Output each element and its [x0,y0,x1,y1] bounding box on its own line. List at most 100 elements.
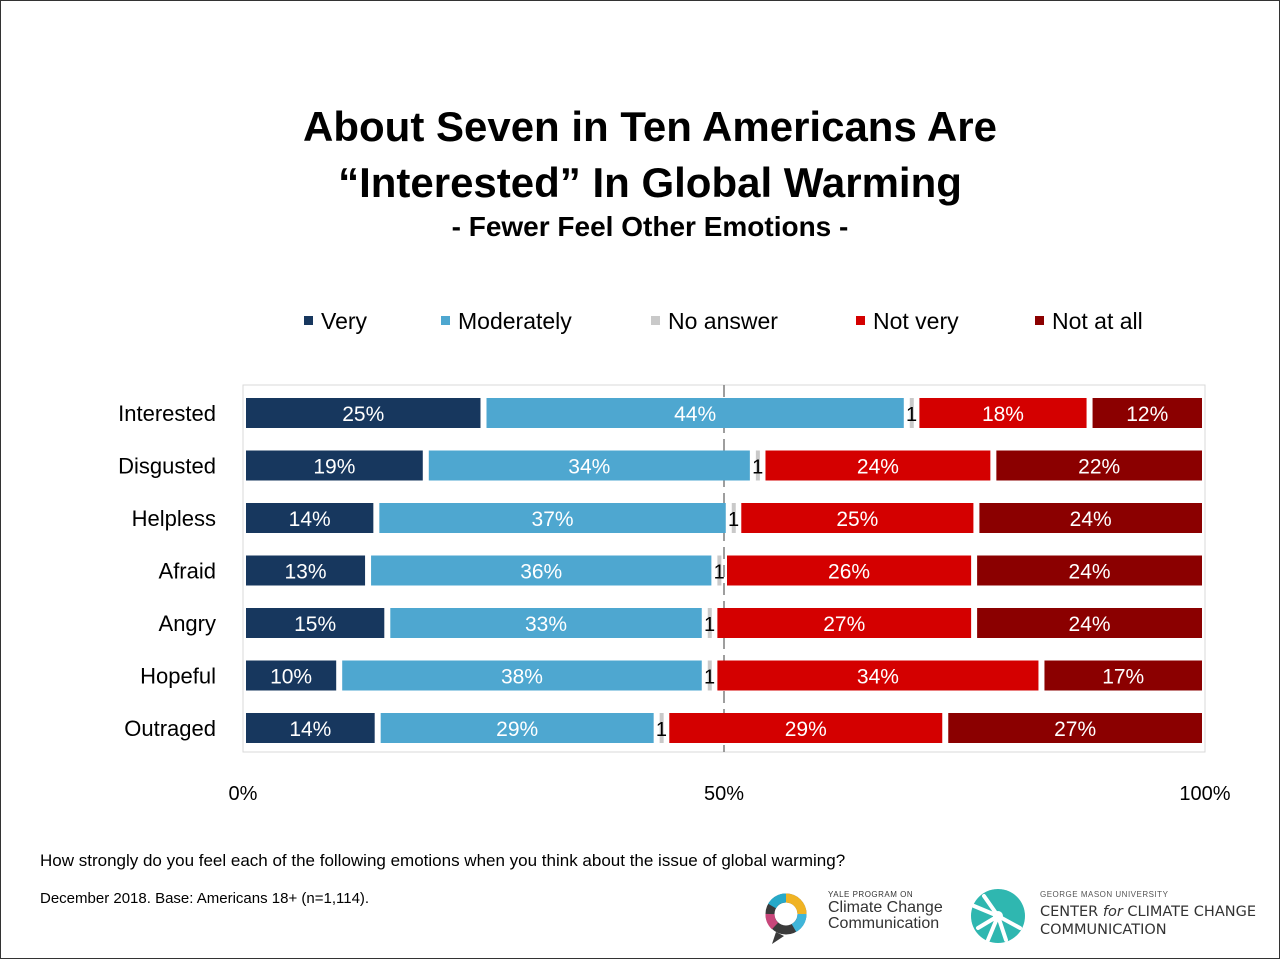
bar-segment [669,713,943,743]
bar-segment [727,555,972,586]
legend-label-not-at-all: Not at all [1052,308,1143,334]
data-label: 14% [289,508,331,531]
data-label: 1 [728,509,739,531]
data-label: 29% [496,718,538,741]
data-label: 19% [313,456,355,479]
bar-segment [755,450,760,481]
category-label: Angry [159,611,216,636]
gmu-logo-line2: COMMUNICATION [1040,922,1167,938]
bar-segment [246,503,374,533]
data-label: 24% [1069,613,1111,636]
gmu-logo-text: CENTER for CLIMATE CHANGE COMMUNICATION [1040,903,1256,939]
bar-segment [741,503,974,533]
chart-title-line2: “Interested” In Global Warming [338,159,962,206]
bar-segment [919,398,1087,428]
legend-label-moderately: Moderately [458,308,572,334]
bar-segment [371,555,712,586]
legend-label-not-very: Not very [873,308,959,334]
data-label: 26% [828,561,870,584]
legend-swatch-not-at-all [1035,316,1044,326]
bar-segment [1092,398,1202,428]
yale-logo-line1: Climate Change [828,899,943,916]
x-tick-label: 100% [1179,783,1230,805]
legend-item-not-very: Not very [856,305,959,337]
bar-segment [380,713,654,743]
data-label: 1 [704,667,715,689]
data-label: 25% [342,403,384,426]
data-label: 22% [1078,456,1120,479]
yale-logo: YALE PROGRAM ON Climate Change Communica… [764,886,964,946]
bar-segment [717,608,972,638]
category-label: Interested [118,401,216,426]
bar-segment [1044,660,1202,691]
bar-segment [979,503,1202,533]
data-label: 14% [289,718,331,741]
data-label: 12% [1126,403,1168,426]
chart-subtitle: - Fewer Feel Other Emotions - [451,211,849,242]
bar-segment [390,608,702,638]
legend-label-no-answer: No answer [668,308,778,334]
legend-item-moderately: Moderately [441,305,572,337]
bar-segment [486,398,904,428]
data-label: 10% [270,666,312,689]
gmu-logo-small-text: GEORGE MASON UNIVERSITY [1040,890,1169,899]
data-label: 34% [857,666,899,689]
legend-swatch-moderately [441,316,450,326]
data-label: 1 [906,404,917,426]
bar-segment [948,713,1202,743]
category-label: Outraged [124,716,216,741]
data-label: 36% [520,561,562,584]
data-label: 18% [982,403,1024,426]
data-label: 24% [1069,561,1111,584]
data-label: 24% [857,456,899,479]
data-label: 24% [1070,508,1112,531]
category-label: Hopeful [140,664,216,689]
legend-swatch-no-answer [651,316,660,326]
bar-segment [977,608,1202,638]
bar-segment [707,608,712,638]
bar-segment [428,450,750,481]
legend-item-no-answer: No answer [651,305,778,337]
legend-swatch-not-very [856,316,865,326]
bar-segment [379,503,726,533]
bar-segment [246,398,481,428]
bar-segment [659,713,664,743]
gmu-logo-line1-a: CENTER [1040,904,1103,920]
gmu-logo: GEORGE MASON UNIVERSITY CENTER for CLIMA… [966,886,1256,946]
bar-segment [246,660,337,691]
base-note: December 2018. Base: Americans 18+ (n=1,… [40,890,370,907]
yale-speech-bubble-icon [765,893,807,944]
bar-segment [246,713,375,743]
category-label: Disgusted [118,454,216,479]
data-label: 34% [568,456,610,479]
gmu-logo-line1: CENTER for CLIMATE CHANGE [1040,903,1256,921]
yale-logo-text: Climate Change Communication [828,900,943,932]
legend-item-not-at-all: Not at all [1035,305,1143,337]
legend-item-very: Very [304,305,367,337]
x-tick-label: 50% [704,783,744,805]
data-label: 38% [501,666,543,689]
data-label: 29% [785,718,827,741]
bar-segment [909,398,914,428]
data-label: 25% [836,508,878,531]
data-label: 37% [532,508,574,531]
data-label: 1 [704,614,715,636]
category-label: Afraid [159,559,216,584]
survey-question: How strongly do you feel each of the fol… [40,851,846,870]
data-label: 27% [823,613,865,636]
bar-segment [246,608,385,638]
data-label: 17% [1102,666,1144,689]
legend-label-very: Very [321,308,368,334]
bar-segment [246,450,423,481]
x-tick-label: 0% [229,783,258,805]
bar-segment [731,503,736,533]
bar-segment [707,660,712,691]
data-label: 1 [752,457,763,479]
bar-segment [342,660,702,691]
data-label: 15% [294,613,336,636]
bar-segment [765,450,991,481]
bar-segment [717,660,1039,691]
bar-segment [717,555,722,586]
